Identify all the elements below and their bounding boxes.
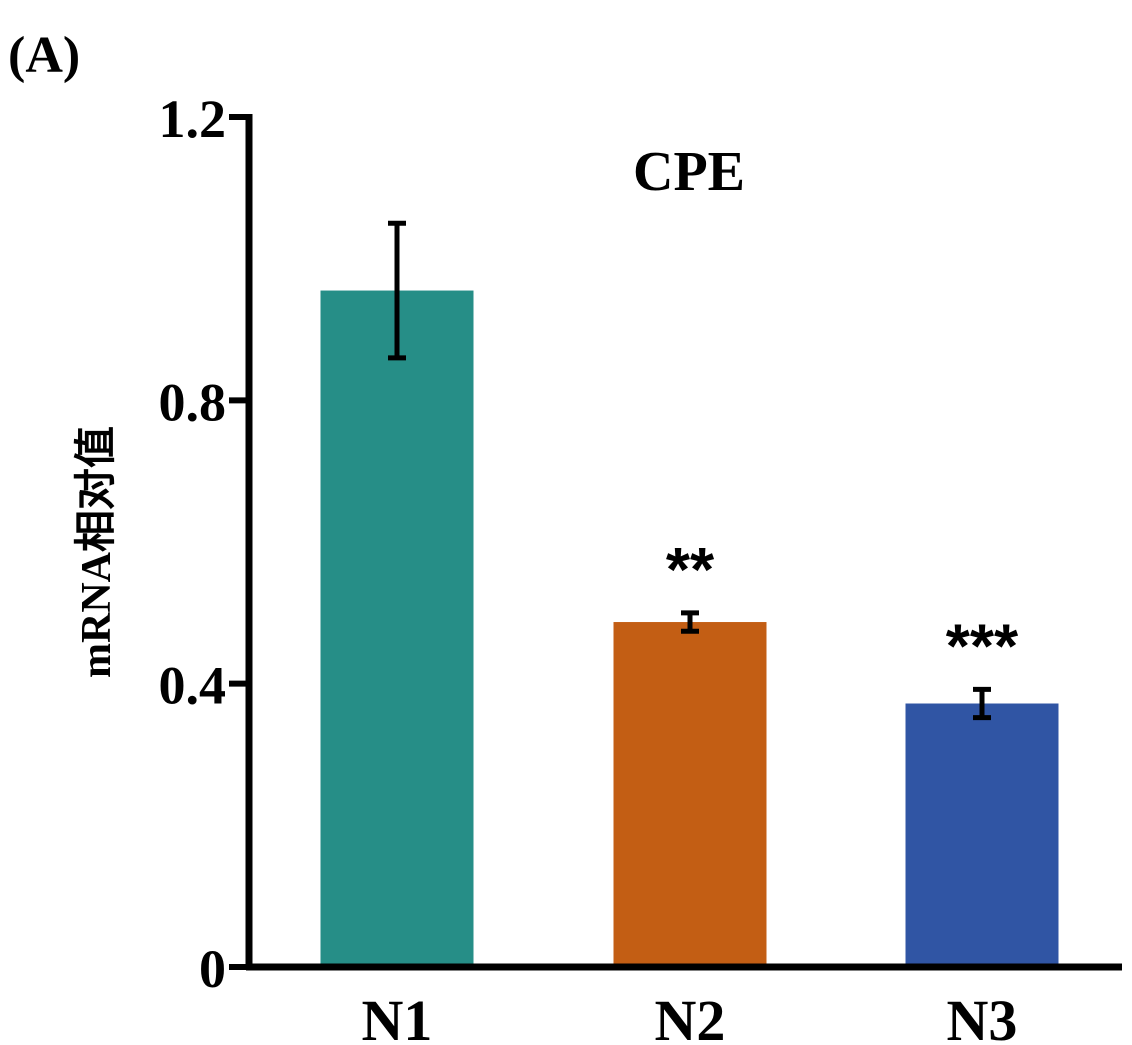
significance-n2: ** xyxy=(666,536,715,605)
y-axis-label: mRNA相对值 xyxy=(73,426,120,678)
y-tick-label-2: 0.8 xyxy=(159,372,227,432)
bar-n3 xyxy=(905,703,1059,967)
error-bars-layer xyxy=(388,220,991,721)
bar-n2 xyxy=(613,622,767,967)
bars-layer xyxy=(320,290,1059,968)
x-tick-label-n2: N2 xyxy=(655,988,726,1045)
y-ticks-layer: 0 0.4 0.8 1.2 xyxy=(159,89,249,999)
panel-label: (A) xyxy=(8,27,80,84)
chart-title: CPE xyxy=(633,141,745,203)
y-tick-label-0: 0 xyxy=(199,939,226,999)
y-tick-label-3: 1.2 xyxy=(159,89,227,149)
x-tick-label-n3: N3 xyxy=(947,988,1018,1045)
significance-layer: ***** xyxy=(666,536,1019,682)
y-tick-label-1: 0.4 xyxy=(159,656,227,716)
x-labels-layer: N1 N2 N3 xyxy=(362,988,1018,1045)
x-tick-label-n1: N1 xyxy=(362,988,433,1045)
axes-layer xyxy=(245,114,1122,971)
bar-n1 xyxy=(320,290,474,968)
significance-n3: *** xyxy=(946,612,1019,681)
